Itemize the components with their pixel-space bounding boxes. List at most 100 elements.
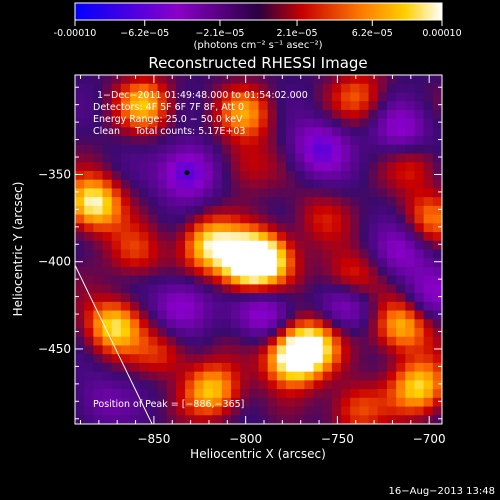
- heatmap-cell: [93, 240, 104, 251]
- heatmap-cell: [331, 249, 342, 259]
- x-tick-label: −800: [229, 432, 262, 446]
- heatmap-cell: [432, 345, 442, 355]
- heatmap-cell: [432, 275, 442, 285]
- x-axis-label: Heliocentric X (arcsec): [190, 447, 326, 461]
- heatmap-cell: [396, 144, 406, 155]
- heatmap-cell: [405, 223, 416, 233]
- heatmap-cell: [304, 118, 315, 128]
- heatmap-cell: [331, 118, 342, 128]
- heatmap-cell: [286, 101, 296, 111]
- heatmap-cell: [386, 188, 397, 198]
- heatmap-cell: [175, 92, 186, 102]
- heatmap-cell: [185, 232, 195, 242]
- heatmap-cell: [386, 275, 397, 285]
- heatmap-cell: [75, 240, 85, 251]
- heatmap-cell: [166, 188, 177, 198]
- heatmap-cell: [148, 144, 159, 155]
- heatmap-cell: [120, 275, 131, 285]
- heatmap-cell: [148, 362, 159, 373]
- heatmap-cell: [350, 232, 361, 242]
- heatmap-cell: [267, 127, 278, 137]
- heatmap-cell: [84, 197, 94, 207]
- heatmap-cell: [148, 179, 159, 190]
- heatmap-cell: [267, 214, 278, 224]
- heatmap-cell: [377, 223, 388, 233]
- heatmap-cell: [185, 258, 195, 268]
- heatmap-cell: [102, 371, 113, 381]
- heatmap-cell: [175, 240, 186, 251]
- heatmap-cell: [157, 118, 168, 128]
- heatmap-cell: [286, 197, 296, 207]
- heatmap-cell: [185, 170, 195, 181]
- heatmap-cell: [368, 83, 379, 94]
- heatmap-cell: [295, 118, 305, 128]
- heatmap-cell: [157, 214, 168, 224]
- heatmap-cell: [432, 214, 442, 224]
- heatmap-cell: [276, 144, 287, 155]
- heatmap-cell: [249, 249, 260, 259]
- heatmap-cell: [212, 205, 223, 216]
- heatmap-cell: [203, 328, 214, 338]
- heatmap-cell: [341, 162, 351, 172]
- heatmap-cell: [258, 153, 269, 163]
- heatmap-cell: [249, 328, 260, 338]
- heatmap-cell: [194, 83, 205, 94]
- heatmap-cell: [166, 371, 177, 381]
- heatmap-cell: [386, 170, 397, 181]
- heatmap-cell: [157, 197, 168, 207]
- heatmap-cell: [341, 310, 351, 320]
- heatmap-cell: [93, 179, 104, 190]
- heatmap-cell: [166, 118, 177, 128]
- heatmap-cell: [267, 109, 278, 120]
- heatmap-cell: [322, 389, 333, 399]
- heatmap-cell: [423, 328, 434, 338]
- heatmap-cell: [203, 144, 214, 155]
- heatmap-cell: [405, 362, 416, 373]
- heatmap-cell: [148, 197, 159, 207]
- heatmap-cell: [84, 389, 94, 399]
- heatmap-cell: [185, 223, 195, 233]
- heatmap-cell: [386, 345, 397, 355]
- heatmap-cell: [139, 232, 150, 242]
- heatmap-cell: [102, 336, 113, 347]
- heatmap-cell: [120, 345, 131, 355]
- heatmap-cell: [111, 109, 122, 120]
- heatmap-cell: [331, 406, 342, 416]
- heatmap-cell: [130, 75, 140, 85]
- heatmap-cell: [258, 397, 269, 408]
- heatmap-cell: [276, 284, 287, 294]
- heatmap-cell: [295, 214, 305, 224]
- heatmap-cell: [240, 336, 250, 347]
- heatmap-cell: [322, 92, 333, 102]
- heatmap-cell: [405, 170, 416, 181]
- heatmap-cell: [432, 328, 442, 338]
- heatmap-cell: [212, 170, 223, 181]
- heatmap-cell: [240, 380, 250, 390]
- heatmap-cell: [230, 75, 241, 85]
- heatmap-cell: [93, 397, 104, 408]
- heatmap-cell: [377, 92, 388, 102]
- heatmap-cell: [396, 371, 406, 381]
- heatmap-cell: [368, 415, 379, 424]
- heatmap-cell: [368, 310, 379, 320]
- heatmap-cell: [84, 75, 94, 85]
- heatmap-cell: [148, 293, 159, 303]
- heatmap-cell: [423, 301, 434, 312]
- heatmap-cell: [148, 136, 159, 146]
- heatmap-cell: [414, 179, 425, 190]
- heatmap-cell: [84, 328, 94, 338]
- heatmap-cell: [84, 345, 94, 355]
- heatmap-cell: [295, 223, 305, 233]
- heatmap-cell: [84, 118, 94, 128]
- heatmap-cell: [111, 389, 122, 399]
- heatmap-cell: [102, 205, 113, 216]
- heatmap-cell: [350, 127, 361, 137]
- heatmap-cell: [157, 205, 168, 216]
- heatmap-cell: [221, 162, 232, 172]
- heatmap-cell: [341, 240, 351, 251]
- heatmap-cell: [212, 354, 223, 364]
- heatmap-cell: [322, 397, 333, 408]
- heatmap-cell: [276, 328, 287, 338]
- heatmap-cell: [423, 380, 434, 390]
- heatmap-cell: [203, 101, 214, 111]
